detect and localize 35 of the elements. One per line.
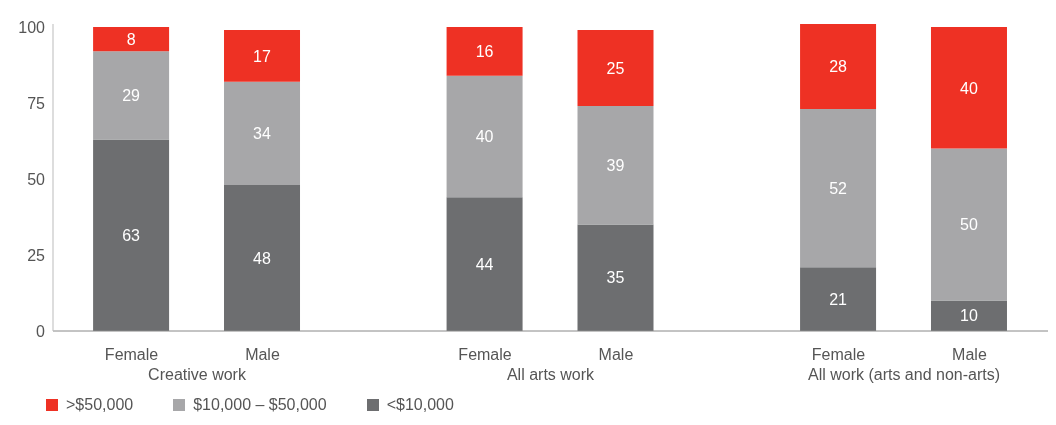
data-label: 63	[122, 226, 141, 244]
x-tick-label: Female	[458, 346, 512, 364]
y-tick-label: 75	[27, 94, 46, 112]
data-label: 50	[960, 216, 978, 234]
data-label: 17	[253, 47, 272, 65]
x-tick-label: Female	[104, 346, 159, 364]
data-label: 34	[253, 125, 272, 143]
data-label: 44	[475, 255, 494, 273]
data-label: 16	[475, 43, 494, 61]
data-label: 21	[829, 290, 848, 308]
y-tick-label: 25	[27, 246, 46, 264]
data-label: 48	[253, 249, 272, 267]
y-tick-label: 0	[36, 322, 46, 340]
data-label: 35	[606, 269, 625, 287]
data-label: 40	[960, 79, 978, 97]
x-tick-label: Male	[598, 346, 634, 364]
y-tick-label: 100	[18, 18, 46, 36]
y-tick-label: 50	[27, 170, 46, 188]
x-tick-label: Male	[952, 346, 987, 364]
data-label: 8	[126, 30, 136, 48]
data-label: 52	[829, 179, 848, 197]
text: All work (arts and non-arts)	[806, 366, 1001, 384]
data-label: 29	[122, 87, 141, 105]
legend-label: >$50,000	[66, 396, 134, 414]
data-label: 39	[606, 157, 625, 175]
text: All arts work	[505, 366, 596, 384]
data-label: 10	[960, 307, 978, 325]
text: Creative work	[147, 366, 247, 384]
x-tick-label: Female	[811, 346, 866, 364]
data-label: 28	[829, 58, 848, 76]
data-label: 25	[606, 59, 625, 77]
legend-label: <$10,000	[386, 396, 454, 414]
legend-label: $10,000 – $50,000	[193, 396, 327, 414]
x-tick-label: Male	[245, 346, 280, 364]
data-label: 40	[475, 128, 494, 146]
